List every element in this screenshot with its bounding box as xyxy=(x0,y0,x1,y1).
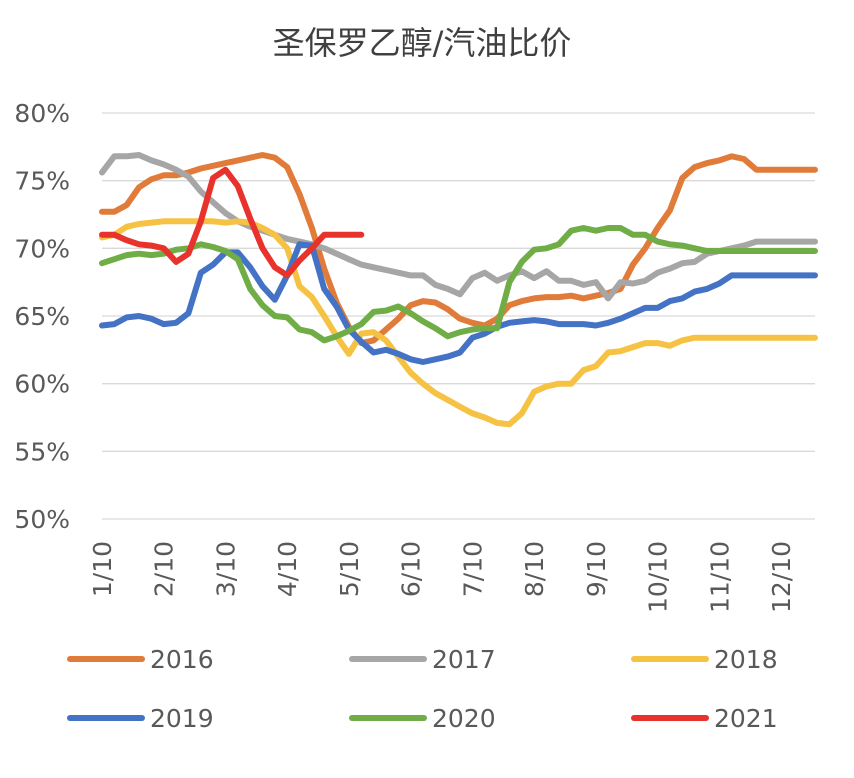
series-line-2021 xyxy=(99,166,365,279)
series-line-2018 xyxy=(99,218,818,428)
x-tick-label: 3/10 xyxy=(211,541,240,597)
chart-title: 圣保罗乙醇/汽油比价 xyxy=(273,24,572,62)
x-tick-label: 9/10 xyxy=(582,541,611,597)
y-tick-label: 50% xyxy=(14,505,70,534)
y-tick-label: 80% xyxy=(14,99,70,128)
legend-label: 2017 xyxy=(432,645,496,674)
legend-label: 2019 xyxy=(150,704,214,733)
x-tick-label: 6/10 xyxy=(397,541,426,597)
series-lines xyxy=(99,152,818,428)
x-tick-label: 1/10 xyxy=(88,541,117,597)
series-line-2019 xyxy=(99,241,818,365)
y-tick-label: 55% xyxy=(14,437,70,466)
legend-label: 2018 xyxy=(714,645,778,674)
x-axis-ticks: 1/10 2/10 3/10 4/10 5/10 6/10 7/10 8/10 9/10 10/1… xyxy=(88,541,796,613)
series-line-2016 xyxy=(99,152,818,347)
legend-label: 2016 xyxy=(150,645,214,674)
y-tick-label: 70% xyxy=(14,234,70,263)
x-tick-label: 12/10 xyxy=(767,541,796,613)
x-tick-label: 10/10 xyxy=(644,541,673,613)
y-axis-ticks: 50% 55% 60% 65% 70% 75% 80% xyxy=(14,99,70,534)
x-tick-label: 5/10 xyxy=(335,541,364,597)
legend-label: 2020 xyxy=(432,704,496,733)
x-tick-label: 8/10 xyxy=(520,541,549,597)
y-tick-label: 60% xyxy=(14,370,70,399)
x-tick-label: 7/10 xyxy=(458,541,487,597)
x-tick-label: 2/10 xyxy=(150,541,179,597)
x-tick-label: 11/10 xyxy=(705,541,734,613)
legend-label: 2021 xyxy=(714,704,778,733)
legend: 2016 2017 2018 2019 2020 2021 xyxy=(67,645,778,733)
gridlines xyxy=(102,112,815,520)
series-line-2017 xyxy=(99,152,818,302)
series-line-2020 xyxy=(99,225,818,344)
y-tick-label: 65% xyxy=(14,302,70,331)
y-tick-label: 75% xyxy=(14,167,70,196)
x-tick-label: 4/10 xyxy=(273,541,302,597)
